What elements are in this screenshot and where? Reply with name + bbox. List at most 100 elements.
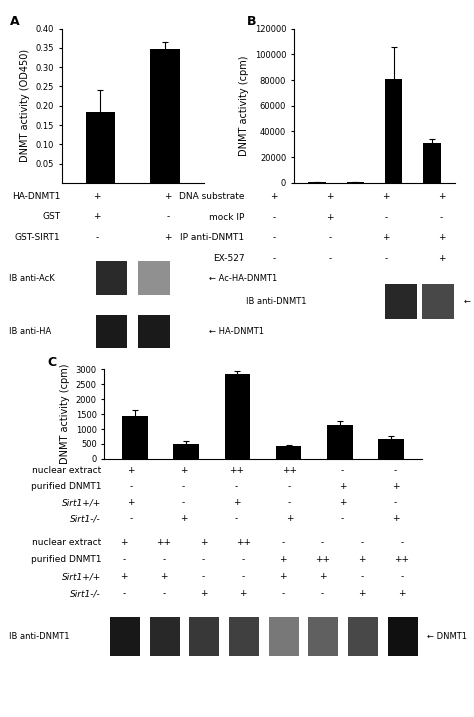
Text: -: - — [96, 233, 99, 242]
Bar — [327, 425, 353, 459]
Text: ← DNMT1: ← DNMT1 — [427, 632, 466, 641]
Text: IB anti-DNMT1: IB anti-DNMT1 — [9, 632, 70, 641]
Text: C: C — [47, 356, 56, 369]
Text: -: - — [401, 572, 404, 581]
Text: +: + — [326, 192, 334, 201]
Text: nuclear extract: nuclear extract — [32, 466, 101, 475]
Text: IB anti-HA: IB anti-HA — [9, 328, 52, 336]
Text: ++: ++ — [315, 555, 330, 564]
Text: -: - — [122, 589, 126, 598]
Text: Sirt1+/+: Sirt1+/+ — [62, 572, 101, 581]
Text: -: - — [288, 498, 291, 508]
Text: -: - — [281, 589, 284, 598]
Text: -: - — [182, 482, 185, 491]
Text: +: + — [233, 498, 240, 508]
Text: -: - — [129, 514, 132, 523]
Text: B: B — [246, 15, 256, 28]
Text: -: - — [288, 482, 291, 491]
Text: +: + — [180, 514, 187, 523]
Text: +: + — [326, 213, 334, 222]
Bar — [229, 617, 259, 655]
Text: +: + — [180, 466, 187, 475]
Text: purified DNMT1: purified DNMT1 — [31, 482, 101, 491]
Text: -: - — [394, 466, 397, 475]
Text: ← HA-DNMT1: ← HA-DNMT1 — [209, 328, 264, 336]
Text: -: - — [202, 572, 205, 581]
Text: Sirt1+/+: Sirt1+/+ — [62, 498, 101, 508]
Text: -: - — [235, 514, 238, 523]
Text: GST-SIRT1: GST-SIRT1 — [15, 233, 60, 242]
Text: +: + — [438, 234, 445, 242]
Bar — [173, 444, 199, 459]
Bar — [138, 315, 170, 348]
Text: A: A — [9, 15, 19, 28]
Text: -: - — [122, 555, 126, 564]
Text: -: - — [202, 555, 205, 564]
Text: +: + — [164, 233, 172, 242]
Text: HA-DNMT1: HA-DNMT1 — [12, 192, 60, 201]
Y-axis label: DNMT activity (OD450): DNMT activity (OD450) — [20, 49, 30, 162]
Text: -: - — [273, 234, 276, 242]
Bar — [96, 315, 127, 348]
Text: ++: ++ — [156, 538, 171, 547]
Text: -: - — [401, 538, 404, 547]
Text: -: - — [273, 213, 276, 222]
Text: ++: ++ — [282, 466, 297, 475]
Text: -: - — [182, 498, 185, 508]
Text: +: + — [392, 514, 399, 523]
Text: +: + — [279, 555, 287, 564]
Text: IP anti-DNMT1: IP anti-DNMT1 — [180, 234, 244, 242]
Text: +: + — [164, 192, 172, 201]
Text: mock IP: mock IP — [209, 213, 244, 222]
Text: -: - — [321, 538, 324, 547]
Text: GST: GST — [42, 212, 60, 222]
Bar — [385, 283, 417, 318]
Bar — [189, 617, 219, 655]
Text: DNA substrate: DNA substrate — [179, 192, 244, 201]
Text: +: + — [120, 538, 128, 547]
Text: +: + — [279, 572, 287, 581]
Text: -: - — [321, 589, 324, 598]
Bar — [421, 283, 454, 318]
Text: IB anti-AcK: IB anti-AcK — [9, 274, 55, 282]
Text: +: + — [319, 572, 327, 581]
Bar — [423, 143, 441, 183]
Text: IB anti-DNMT1: IB anti-DNMT1 — [246, 297, 307, 305]
Text: -: - — [384, 213, 387, 222]
Text: EX-527: EX-527 — [213, 254, 244, 263]
Bar — [276, 446, 301, 459]
Text: +: + — [339, 498, 346, 508]
Text: +: + — [358, 589, 366, 598]
Text: +: + — [271, 192, 278, 201]
Text: ++: ++ — [236, 538, 251, 547]
Text: -: - — [341, 466, 344, 475]
Text: -: - — [162, 555, 165, 564]
Text: -: - — [361, 538, 364, 547]
Text: +: + — [438, 192, 445, 201]
Text: -: - — [273, 254, 276, 263]
Bar — [385, 79, 402, 183]
Bar — [86, 112, 115, 183]
Text: -: - — [440, 213, 443, 222]
Text: ++: ++ — [394, 555, 410, 564]
Bar — [110, 617, 140, 655]
Text: +: + — [382, 192, 390, 201]
Bar — [378, 439, 404, 459]
Bar — [151, 49, 180, 183]
Text: -: - — [328, 234, 332, 242]
Text: +: + — [392, 482, 399, 491]
Text: ++: ++ — [229, 466, 244, 475]
Text: -: - — [242, 555, 245, 564]
Bar — [149, 617, 180, 655]
Text: +: + — [382, 234, 390, 242]
Text: +: + — [339, 482, 346, 491]
Bar — [122, 416, 148, 459]
Text: +: + — [93, 192, 101, 201]
Text: -: - — [361, 572, 364, 581]
Text: -: - — [341, 514, 344, 523]
Text: nuclear extract: nuclear extract — [32, 538, 101, 547]
Text: +: + — [160, 572, 168, 581]
Text: +: + — [93, 212, 101, 222]
Text: -: - — [235, 482, 238, 491]
Bar — [96, 261, 127, 295]
